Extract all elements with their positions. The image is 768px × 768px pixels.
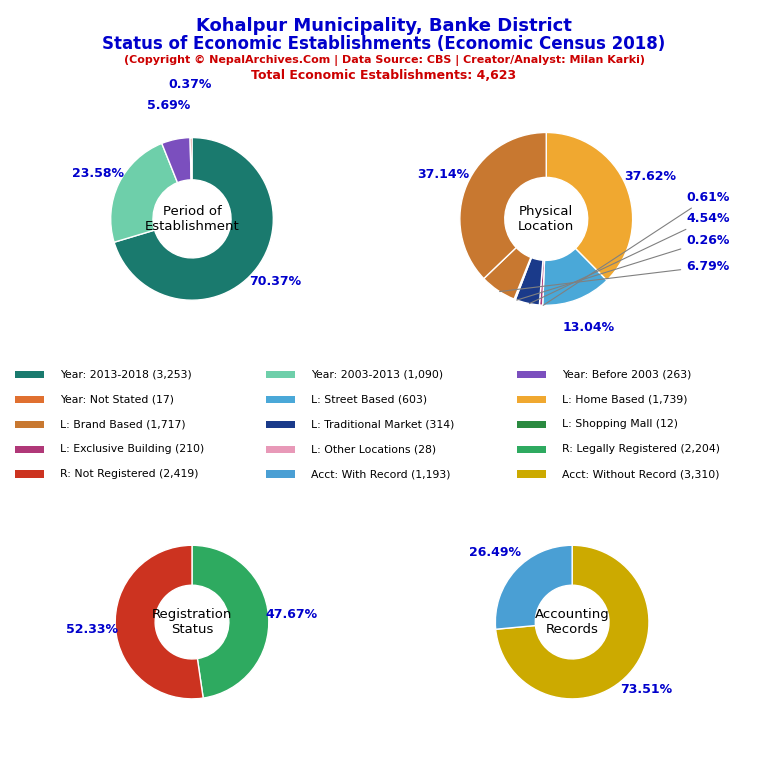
Wedge shape [546,133,633,280]
Text: Registration
Status: Registration Status [152,608,232,636]
Text: Acct: Without Record (3,310): Acct: Without Record (3,310) [562,469,720,479]
Text: 73.51%: 73.51% [620,683,672,696]
Text: 37.14%: 37.14% [417,168,469,181]
Text: Year: Not Stated (17): Year: Not Stated (17) [61,395,174,405]
Bar [517,371,546,379]
Text: 13.04%: 13.04% [562,321,614,334]
Text: L: Brand Based (1,717): L: Brand Based (1,717) [61,419,186,429]
Wedge shape [162,137,191,183]
Text: L: Home Based (1,739): L: Home Based (1,739) [562,395,687,405]
Wedge shape [543,248,607,305]
Text: 23.58%: 23.58% [72,167,124,180]
Wedge shape [111,144,177,242]
Bar [517,396,546,403]
Wedge shape [115,545,204,699]
Wedge shape [515,257,543,305]
Text: 4.54%: 4.54% [529,213,730,303]
Wedge shape [539,260,545,305]
Text: R: Legally Registered (2,204): R: Legally Registered (2,204) [562,444,720,454]
Wedge shape [495,545,572,629]
Bar [15,471,45,478]
Text: Acct: With Record (1,193): Acct: With Record (1,193) [311,469,451,479]
Wedge shape [192,545,269,698]
Text: Year: 2003-2013 (1,090): Year: 2003-2013 (1,090) [311,369,443,379]
Text: 0.26%: 0.26% [517,234,730,300]
Text: 26.49%: 26.49% [469,546,521,559]
Text: L: Street Based (603): L: Street Based (603) [311,395,427,405]
Text: (Copyright © NepalArchives.Com | Data Source: CBS | Creator/Analyst: Milan Karki: (Copyright © NepalArchives.Com | Data So… [124,55,644,66]
Text: L: Shopping Mall (12): L: Shopping Mall (12) [562,419,678,429]
Text: L: Other Locations (28): L: Other Locations (28) [311,444,436,454]
Text: L: Exclusive Building (210): L: Exclusive Building (210) [61,444,204,454]
Text: R: Not Registered (2,419): R: Not Registered (2,419) [61,469,199,479]
Bar [517,445,546,453]
Text: Total Economic Establishments: 4,623: Total Economic Establishments: 4,623 [251,69,517,82]
Text: Kohalpur Municipality, Banke District: Kohalpur Municipality, Banke District [196,17,572,35]
Text: Status of Economic Establishments (Economic Census 2018): Status of Economic Establishments (Econo… [102,35,666,52]
Text: 5.69%: 5.69% [147,99,190,112]
Wedge shape [460,133,546,279]
Bar [266,471,295,478]
Text: 0.61%: 0.61% [543,190,730,306]
Bar [266,396,295,403]
Wedge shape [190,137,192,180]
Text: Year: 2013-2018 (3,253): Year: 2013-2018 (3,253) [61,369,192,379]
Bar [15,371,45,379]
Text: 0.37%: 0.37% [169,78,212,91]
Text: 70.37%: 70.37% [250,274,302,287]
Text: Period of
Establishment: Period of Establishment [144,205,240,233]
Text: Physical
Location: Physical Location [518,205,574,233]
Wedge shape [514,257,531,300]
Bar [15,445,45,453]
Text: 37.62%: 37.62% [624,170,676,183]
Bar [15,396,45,403]
Text: 52.33%: 52.33% [66,623,118,636]
Bar [15,421,45,428]
Text: 6.79%: 6.79% [500,260,730,292]
Text: L: Traditional Market (314): L: Traditional Market (314) [311,419,455,429]
Text: Year: Before 2003 (263): Year: Before 2003 (263) [562,369,691,379]
Bar [266,445,295,453]
Text: 47.67%: 47.67% [266,608,318,621]
Bar [517,421,546,428]
Text: Accounting
Records: Accounting Records [535,608,610,636]
Wedge shape [495,545,649,699]
Bar [266,371,295,379]
Bar [266,421,295,428]
Wedge shape [114,137,273,300]
Bar [517,471,546,478]
Wedge shape [484,247,531,299]
